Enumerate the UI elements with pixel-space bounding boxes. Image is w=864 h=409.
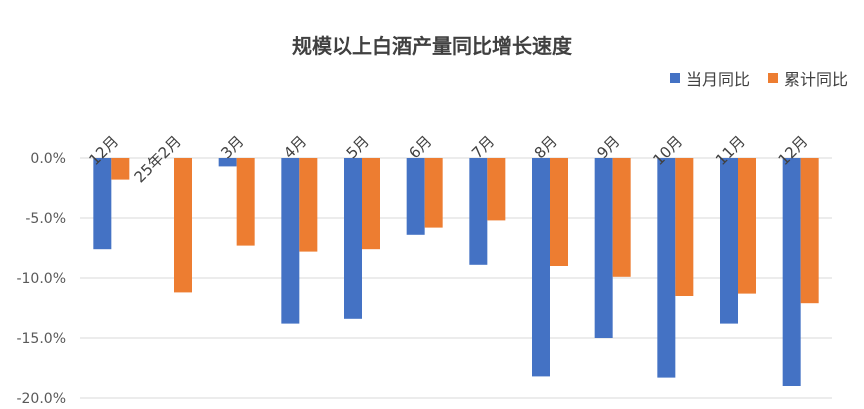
legend-swatch-monthly <box>669 73 680 83</box>
bar-cumulative <box>612 158 631 277</box>
bar-cumulative <box>299 158 318 252</box>
bar-monthly <box>532 158 550 377</box>
bar-cumulative <box>111 158 130 180</box>
bar-cumulative <box>800 158 819 304</box>
legend-swatch-cumulative <box>767 73 778 83</box>
y-tick-label: -5.0% <box>25 211 66 227</box>
chart-title: 规模以上白酒产量同比增长速度 <box>292 34 572 58</box>
chart-legend: 当月同比 累计同比 <box>669 66 848 90</box>
bar-monthly <box>594 158 613 338</box>
legend-label-monthly: 当月同比 <box>685 70 750 89</box>
y-tick-label: -10.0% <box>16 271 66 287</box>
bar-monthly <box>720 158 738 324</box>
y-tick-label: 0.0% <box>30 151 66 167</box>
bar-monthly <box>782 158 801 386</box>
bar-monthly <box>344 158 362 319</box>
bar-monthly <box>657 158 676 378</box>
bar-cumulative <box>174 158 192 293</box>
bar-monthly <box>469 158 488 265</box>
bar-monthly <box>406 158 425 235</box>
bar-cumulative <box>487 158 506 221</box>
bar-monthly <box>218 158 237 167</box>
bar-cumulative <box>424 158 443 228</box>
bar-cumulative <box>738 158 756 294</box>
bar-cumulative <box>675 158 694 296</box>
bar-cumulative <box>236 158 255 246</box>
legend-item-cumulative: 累计同比 <box>767 66 848 90</box>
bar-cumulative <box>550 158 568 266</box>
legend-label-cumulative: 累计同比 <box>783 70 848 89</box>
y-tick-label: -15.0% <box>16 331 66 347</box>
legend-item-monthly: 当月同比 <box>669 66 750 90</box>
bar-monthly <box>93 158 112 250</box>
bar-cumulative <box>362 158 380 250</box>
y-tick-label: -20.0% <box>16 391 66 407</box>
bar-monthly <box>281 158 300 324</box>
